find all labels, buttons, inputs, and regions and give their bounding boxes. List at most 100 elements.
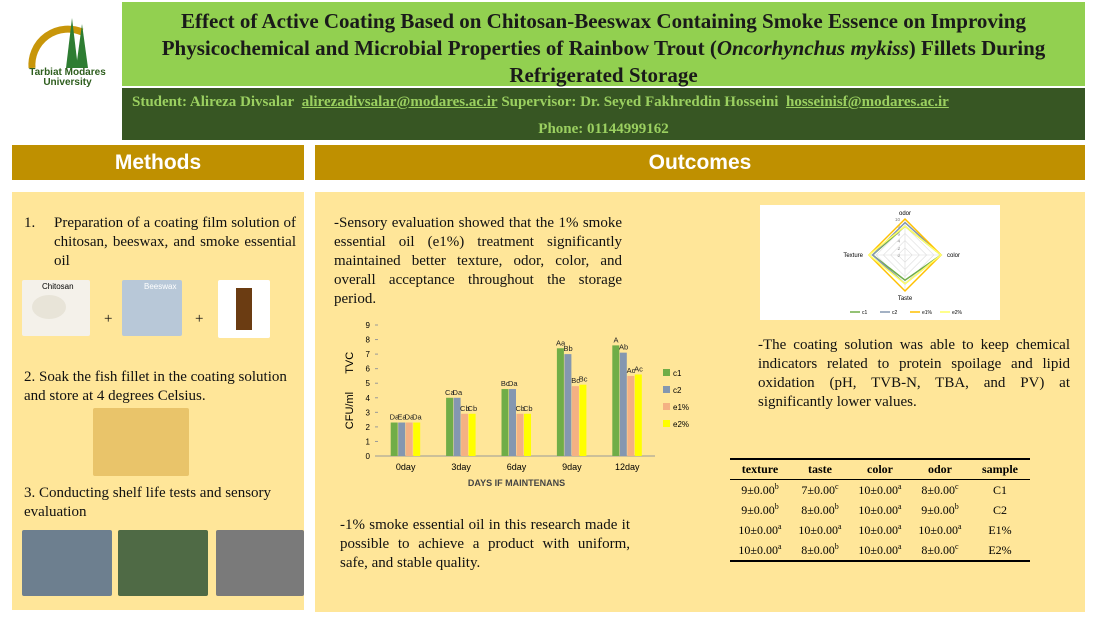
bar: [571, 386, 579, 456]
data-table: texture taste color odor sample 9±0.00b 7±0.00…: [730, 458, 1030, 562]
cell-value: 10±0.00: [858, 503, 899, 517]
significance-label: Aa: [556, 338, 566, 347]
significance-label: Da: [412, 413, 422, 422]
significance-label: Cb: [515, 404, 525, 413]
significance-label: A: [614, 335, 619, 344]
bar: [612, 345, 620, 456]
image-label: Beeswax: [144, 282, 177, 291]
email[interactable]: hosseinisf@modares.ac.ir: [785, 94, 949, 110]
legend-label: e2%: [952, 310, 963, 316]
legend-label: c2: [892, 310, 898, 316]
image-chitosan: Chitosan: [22, 280, 90, 336]
phone: Phone: 01144999162: [538, 121, 669, 137]
cell-superscript: a: [838, 522, 842, 531]
cell-value: 10±0.00: [918, 523, 959, 537]
table: texture taste color odor sample 9±0.00b 7±0.00…: [730, 458, 1056, 562]
significance-label: Ab: [619, 343, 628, 352]
significance-label: Cb: [468, 404, 478, 413]
bar: [501, 389, 509, 456]
title-text: ) Fillets During Refrigerated Storage: [509, 36, 1046, 87]
bar: [390, 422, 398, 456]
cell-superscript: a: [898, 482, 902, 491]
y-tick-label: 5: [366, 379, 371, 388]
step: Preparation of a coating film solution o…: [54, 215, 296, 269]
logo-text: University: [43, 77, 92, 88]
cell: 10±0.00a: [850, 520, 910, 540]
bar: [619, 352, 627, 456]
y-tick-label: 1: [366, 437, 371, 446]
step-number: 1.: [24, 215, 36, 231]
legend-label: c1: [673, 369, 682, 378]
y-tick-label: 3: [366, 408, 371, 417]
image-soak: [93, 408, 189, 476]
axis-label: Taste: [898, 296, 913, 302]
y-tick-label: 2: [366, 423, 371, 432]
cell-value: 9±0.00: [921, 503, 955, 517]
significance-label: Da: [453, 388, 463, 397]
cell: E1%: [988, 522, 1012, 537]
image-test: [216, 530, 304, 596]
axis-label: Texture: [843, 253, 863, 259]
column-header: sample: [982, 462, 1018, 476]
logo-mark: [28, 18, 88, 69]
cell: 9±0.00b: [910, 500, 970, 520]
cell: 9±0.00b: [730, 480, 790, 501]
email[interactable]: alirezadivsalar@modares.ac.ir: [301, 94, 498, 110]
cell: 8±0.00c: [910, 540, 970, 561]
significance-label: Da: [405, 413, 415, 422]
bar: [453, 397, 461, 456]
student: Student: Alireza Divsalar: [132, 94, 295, 110]
significance-label: Bb: [564, 344, 573, 353]
cell-value: 8±0.00: [921, 483, 956, 497]
bar: [468, 413, 476, 456]
plus: +: [104, 311, 113, 327]
legend-label: e2%: [673, 420, 689, 429]
outcome-text: -Sensory evaluation showed that the 1% s…: [334, 215, 622, 307]
r-tick-label: 10: [895, 217, 901, 222]
cell-superscript: a: [958, 522, 962, 531]
cell: 10±0.00a: [730, 520, 790, 540]
y-tick-label: 0: [366, 452, 371, 461]
cell-superscript: c: [835, 482, 839, 491]
image-label: Chitosan: [42, 282, 74, 291]
y-tick-label: 8: [366, 336, 371, 345]
cell-superscript: a: [898, 542, 902, 551]
significance-label: Cb: [523, 404, 533, 413]
legend-swatch: [663, 403, 670, 410]
cell-superscript: b: [834, 542, 839, 551]
cell: 8±0.00b: [790, 540, 850, 561]
logo-text: Tarbiat Modares: [29, 67, 106, 78]
cell-superscript: b: [774, 482, 779, 491]
significance-label: Ac: [627, 366, 636, 375]
cell-value: 10±0.00: [738, 543, 779, 557]
cell: C2: [992, 502, 1007, 517]
significance-label: Da: [508, 379, 518, 388]
bar: [556, 348, 564, 456]
legend-swatch: [663, 369, 670, 376]
legend-swatch: [663, 420, 670, 427]
bar: [634, 374, 642, 456]
step: 3. Conducting shelf life tests and senso…: [24, 485, 272, 520]
axis-label: odor: [899, 211, 911, 217]
cell-value: 9±0.00: [741, 503, 775, 517]
bar: [509, 389, 516, 456]
bar: [446, 397, 454, 456]
column-header: odor: [928, 462, 952, 476]
cell: 10±0.00a: [850, 500, 910, 520]
bar: [405, 422, 413, 456]
significance-label: Ac: [634, 364, 643, 373]
bar: [524, 413, 531, 456]
cell-value: 10±0.00: [858, 523, 899, 537]
cell-value: 8±0.00: [921, 543, 956, 557]
radar-line: [867, 225, 943, 285]
significance-label: Bc: [571, 376, 580, 385]
cell: 10±0.00a: [850, 480, 910, 501]
bar: [627, 375, 635, 456]
cell: 7±0.00c: [790, 480, 850, 501]
r-tick-label: 2: [897, 246, 900, 251]
radar-line: [867, 217, 943, 293]
image-beeswax: Beeswax: [122, 280, 182, 336]
cell-superscript: b: [834, 502, 839, 511]
column-header: color: [867, 462, 893, 476]
y-tick-label: 4: [366, 394, 371, 403]
